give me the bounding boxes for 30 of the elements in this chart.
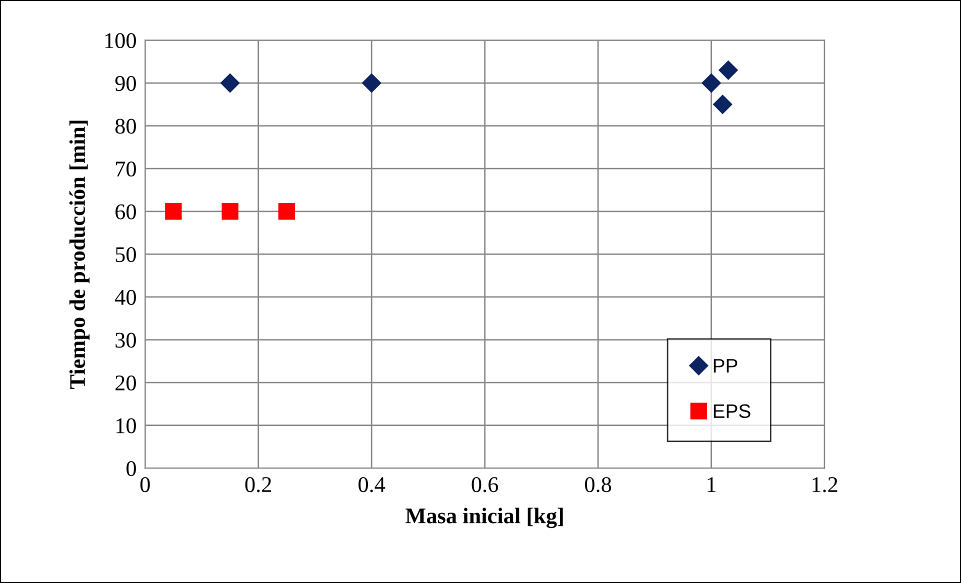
x-tick-label: 0.4 xyxy=(358,477,386,492)
point xyxy=(165,203,182,220)
x-tick-label: 1.2 xyxy=(812,477,838,492)
x-axis-title: Masa inicial [kg] xyxy=(406,508,563,528)
legend-label: EPS xyxy=(714,404,750,418)
y-tick-label: 100 xyxy=(105,33,136,48)
point xyxy=(278,203,295,220)
y-tick-label: 80 xyxy=(115,118,136,134)
y-tick-label: 20 xyxy=(116,375,136,390)
y-tick-label: 90 xyxy=(115,76,136,91)
x-tick-label: 1 xyxy=(708,477,716,492)
y-tick-label: 0 xyxy=(126,461,136,476)
y-tick-label: 50 xyxy=(116,247,136,262)
point xyxy=(718,60,738,80)
point xyxy=(702,73,721,93)
point xyxy=(362,73,382,93)
y-tick-label: 60 xyxy=(116,204,136,220)
y-tick-label: 10 xyxy=(116,418,136,434)
point xyxy=(713,94,732,114)
y-tick-label: 70 xyxy=(116,162,136,177)
x-tick-label: 0 xyxy=(140,477,150,492)
point xyxy=(222,203,238,220)
legend-label: PP xyxy=(714,359,738,372)
x-tick-label: 0.6 xyxy=(472,477,498,492)
y-tick-label: 40 xyxy=(114,290,136,305)
x-tick-label: 0.2 xyxy=(245,477,272,492)
x-tick-label: 0.8 xyxy=(585,477,612,492)
y-tick-label: 30 xyxy=(116,332,136,348)
point xyxy=(220,73,240,93)
y-axis-title: Tiempo de producción [min] xyxy=(69,120,90,389)
